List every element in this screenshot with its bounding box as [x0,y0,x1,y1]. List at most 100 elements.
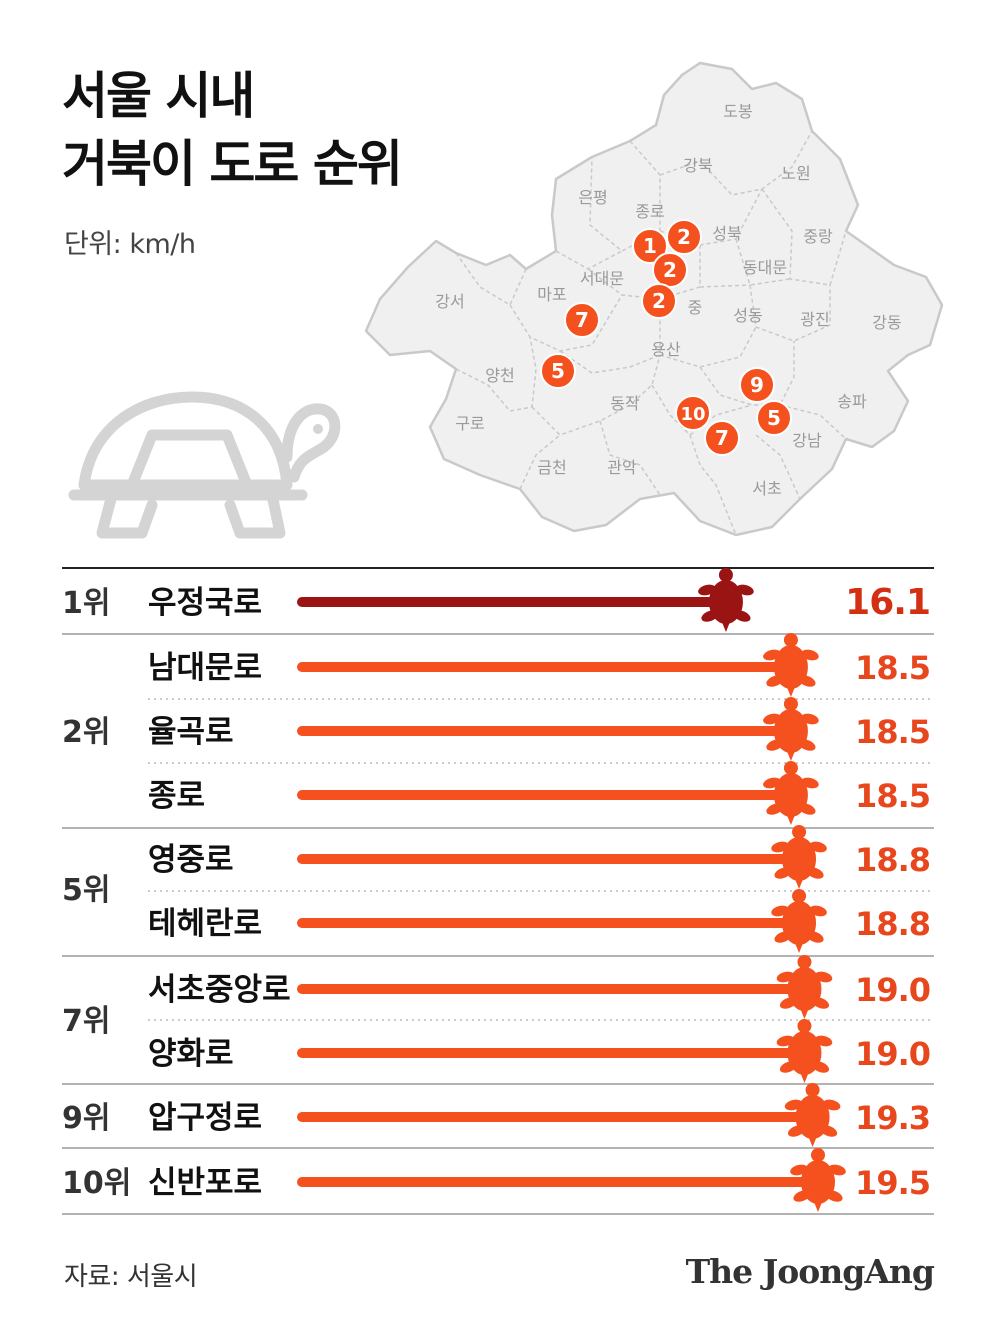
rank-marker: 2 [641,283,677,319]
road-name: 영중로 [148,842,234,878]
road-name: 신반포로 [148,1165,262,1201]
value-label: 18.8 [855,841,930,879]
rank-label: 1위 [62,586,110,621]
district-label: 성북 [712,224,741,243]
rank-marker-label: 1 [643,234,657,258]
rank-marker: 5 [540,353,576,389]
district-border [587,245,701,300]
rank-marker-label: 7 [715,426,729,450]
district-label: 강서 [435,292,464,311]
rank-marker: 7 [564,302,600,338]
chart-row: 테헤란로 18.8 [148,889,931,953]
rank-label: 9위 [62,1101,110,1136]
district-label: 서대문 [580,269,624,288]
rank-marker: 2 [666,219,702,255]
rank-label: 2위 [62,715,110,750]
rank-marker-label: 2 [652,289,666,313]
road-name: 압구정로 [148,1100,262,1136]
turtle-marker [763,633,819,697]
district-border [761,188,847,286]
value-label: 19.0 [855,971,930,1009]
chart-row: 종로 18.5 [148,761,931,825]
publisher-logo: The JoongAng [685,1252,935,1291]
turtle-marker [776,1019,833,1083]
chart-row: 율곡로 18.5 [148,697,931,761]
district-label: 강동 [872,313,901,332]
title-line-1: 서울 시내 [62,67,255,125]
district-label: 강남 [792,431,822,450]
road-name: 테헤란로 [148,906,262,942]
value-label: 16.1 [845,582,930,623]
source-note: 자료: 서울시 [64,1262,198,1292]
rank-marker-label: 2 [663,258,677,282]
turtle-icon [68,391,341,539]
turtle-marker [784,1083,841,1147]
district-border [559,299,661,374]
district-label: 강북 [683,156,712,175]
district-label: 관악 [607,458,637,477]
rank-marker-label: 5 [767,406,781,430]
district-border [599,420,661,496]
road-name: 율곡로 [148,714,234,750]
turtle-marker [763,697,819,761]
road-name: 남대문로 [148,650,262,686]
district-label: 동작 [610,394,640,413]
district-border [519,434,561,490]
turtle-marker [763,761,819,825]
road-name: 양화로 [148,1036,234,1072]
value-label: 19.5 [855,1164,930,1202]
chart-row: 신반포로 19.5 [148,1148,931,1212]
value-label: 19.3 [855,1099,930,1137]
district-label: 노원 [781,164,810,183]
rank-marker-label: 9 [750,373,764,397]
district-label: 양천 [485,366,514,385]
chart-row: 양화로 19.0 [148,1019,931,1083]
value-label: 18.8 [855,905,930,943]
turtle-marker [771,825,827,889]
district-label: 성동 [733,306,762,325]
value-label: 18.5 [855,649,930,687]
chart-row: 압구정로 19.3 [148,1083,931,1147]
district-border [455,252,527,306]
rank-marker: 7 [704,420,740,456]
rank-marker-label: 5 [551,359,565,383]
chart-row: 서초중앙로 19.0 [148,955,931,1019]
district-label: 동대문 [743,258,787,277]
page-title: 서울 시내 거북이 도로 순위 [62,62,403,198]
title-line-2: 거북이 도로 순위 [62,135,403,193]
rank-label: 10위 [62,1166,131,1201]
road-name: 우정국로 [148,585,262,621]
district-border [531,354,661,436]
rank-marker-label: 10 [680,404,705,425]
district-border [659,130,813,196]
turtle-marker [790,1148,846,1212]
district-border [779,404,847,440]
rank-marker-label: 2 [677,225,691,249]
district-label: 은평 [578,188,607,207]
rank-marker-label: 7 [575,308,589,332]
rank-marker: 2 [652,252,688,288]
road-name: 서초중앙로 [148,972,291,1008]
turtle-marker [698,568,754,632]
district-border [749,284,831,342]
district-border [699,284,751,288]
value-label: 19.0 [855,1035,930,1073]
rank-label: 7위 [62,1004,110,1039]
district-label: 광진 [800,310,829,329]
district-label: 서초 [752,479,781,498]
chart-row: 남대문로 18.5 [148,633,931,697]
value-label: 18.5 [855,777,930,815]
district-label: 종로 [635,202,664,221]
district-label: 용산 [651,340,681,359]
chart-row: 영중로 18.8 [148,825,931,889]
turtle-marker [771,889,827,953]
district-label: 도봉 [723,102,752,121]
district-border [455,336,537,412]
district-border [659,326,757,368]
rank-marker: 1 [632,228,668,264]
rank-marker: 5 [756,400,792,436]
